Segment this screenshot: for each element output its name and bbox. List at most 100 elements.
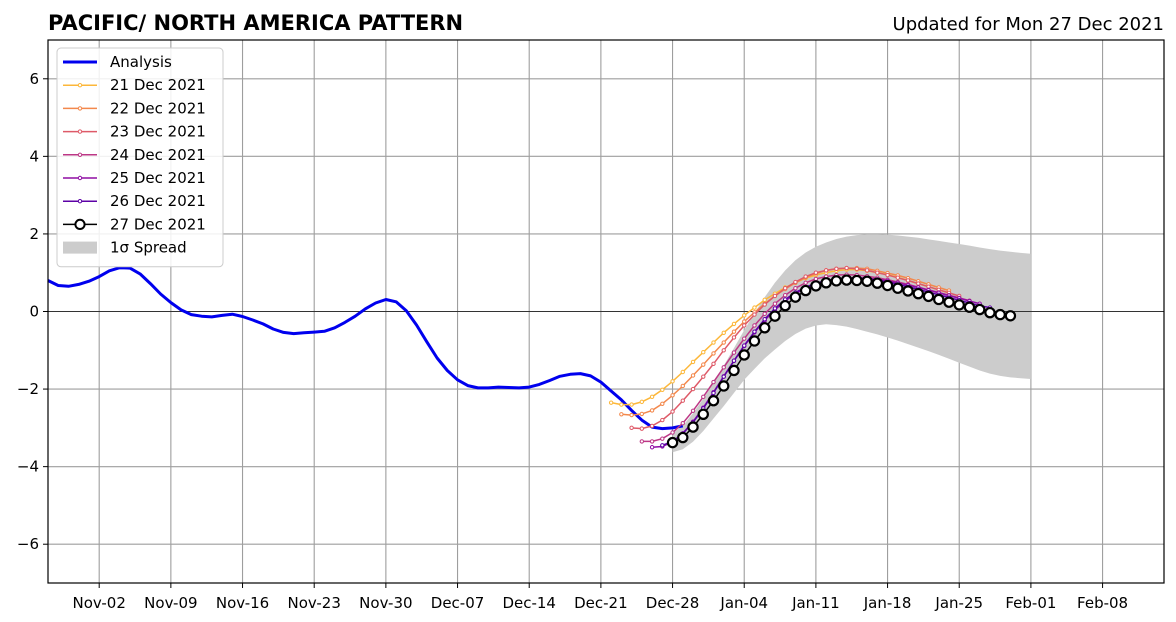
data-point: [690, 373, 696, 378]
y-tick-label: 2: [29, 225, 39, 243]
data-point: [639, 399, 645, 405]
data-point: [728, 364, 740, 377]
data-point: [762, 297, 767, 303]
data-point: [649, 394, 655, 400]
data-point: [823, 268, 829, 273]
updated-date: Updated for Mon 27 Dec 2021: [893, 14, 1164, 35]
data-point: [762, 302, 767, 307]
data-point: [629, 425, 634, 431]
data-point: [810, 280, 822, 292]
legend-label: 26 Dec 2021: [110, 192, 206, 210]
data-point: [875, 270, 880, 275]
y-tick-label: 6: [29, 70, 39, 88]
data-point: [697, 408, 709, 420]
data-point: [711, 361, 716, 367]
legend-entry: 21 Dec 2021: [63, 76, 206, 94]
legend-marker: [77, 199, 83, 204]
data-point: [649, 445, 655, 450]
data-point: [690, 408, 696, 413]
data-point: [738, 349, 750, 361]
data-point: [721, 365, 726, 370]
series-0: [47, 266, 684, 431]
data-point: [666, 436, 679, 449]
data-point: [707, 395, 720, 407]
data-point: [752, 312, 757, 317]
data-point: [711, 340, 716, 345]
x-tick-label: Nov-16: [216, 594, 269, 612]
x-tick-label: Nov-09: [144, 594, 197, 612]
analysis-line: [47, 266, 684, 431]
data-point: [864, 268, 870, 273]
data-point: [649, 408, 655, 413]
data-point: [660, 436, 665, 441]
legend-label: 23 Dec 2021: [110, 123, 206, 141]
legend-entry: 27 Dec 2021: [63, 215, 206, 233]
x-tick-label: Feb-01: [1005, 594, 1056, 612]
data-point: [742, 343, 747, 348]
data-point: [690, 359, 696, 365]
data-point: [885, 272, 890, 278]
data-point: [772, 301, 778, 306]
x-tick-label: Dec-14: [502, 594, 556, 612]
data-point: [803, 274, 808, 279]
data-point: [834, 266, 839, 272]
data-point: [649, 423, 655, 429]
data-point: [629, 412, 634, 418]
data-point: [752, 329, 757, 334]
legend-entry: 25 Dec 2021: [63, 169, 206, 187]
legend-box: [56, 47, 224, 268]
x-tick-label: Jan-04: [719, 594, 768, 612]
x-tick-label: Jan-25: [934, 594, 983, 612]
data-point: [974, 303, 986, 316]
x-tick-label: Feb-08: [1077, 594, 1128, 612]
data-point: [912, 287, 924, 300]
legend-swatch: [63, 241, 97, 254]
data-point: [680, 369, 685, 375]
data-point: [721, 374, 726, 379]
data-point: [660, 443, 665, 448]
legend-label: 25 Dec 2021: [110, 169, 206, 187]
data-point: [762, 311, 767, 317]
legend: Analysis 21 Dec 2021 22 Dec 2021 23 Dec 202…: [56, 47, 224, 268]
data-point: [813, 276, 819, 282]
axes: Nov-02 Nov-09 Nov-16 Nov-23 Nov-30 Dec-07 Dec-…: [17, 39, 1165, 612]
legend-marker: [77, 152, 83, 158]
series-7: [666, 274, 1017, 449]
data-point: [742, 323, 747, 328]
data-point: [782, 293, 788, 298]
data-point: [608, 400, 614, 405]
x-tick-label: Dec-07: [431, 594, 485, 612]
legend-marker: [77, 129, 83, 134]
legend-marker: [77, 175, 83, 181]
x-tick-label: Jan-18: [863, 594, 912, 612]
data-point: [670, 409, 675, 414]
data-point: [721, 348, 726, 353]
data-point: [670, 379, 675, 384]
data-point: [690, 386, 696, 392]
data-point: [881, 279, 894, 292]
data-point: [718, 380, 730, 392]
data-point: [731, 321, 737, 327]
data-point: [701, 350, 706, 355]
data-point: [639, 426, 645, 431]
data-point: [861, 275, 873, 287]
data-point: [813, 270, 819, 275]
data-point: [803, 280, 808, 285]
data-point: [731, 335, 737, 340]
series-3: [629, 265, 962, 431]
x-tick-label: Nov-02: [73, 594, 126, 612]
legend-entry: 23 Dec 2021: [63, 123, 206, 141]
data-point: [851, 274, 863, 287]
data-point: [731, 358, 737, 363]
data-point: [639, 439, 645, 444]
data-point: [660, 401, 665, 407]
data-point: [895, 275, 900, 280]
data-point: [830, 275, 843, 287]
data-point: [953, 299, 965, 311]
data-point: [680, 421, 685, 426]
y-tick-label: 0: [29, 303, 39, 321]
legend-label: 27 Dec 2021: [110, 215, 206, 233]
data-point: [670, 393, 675, 398]
data-point: [994, 308, 1006, 321]
